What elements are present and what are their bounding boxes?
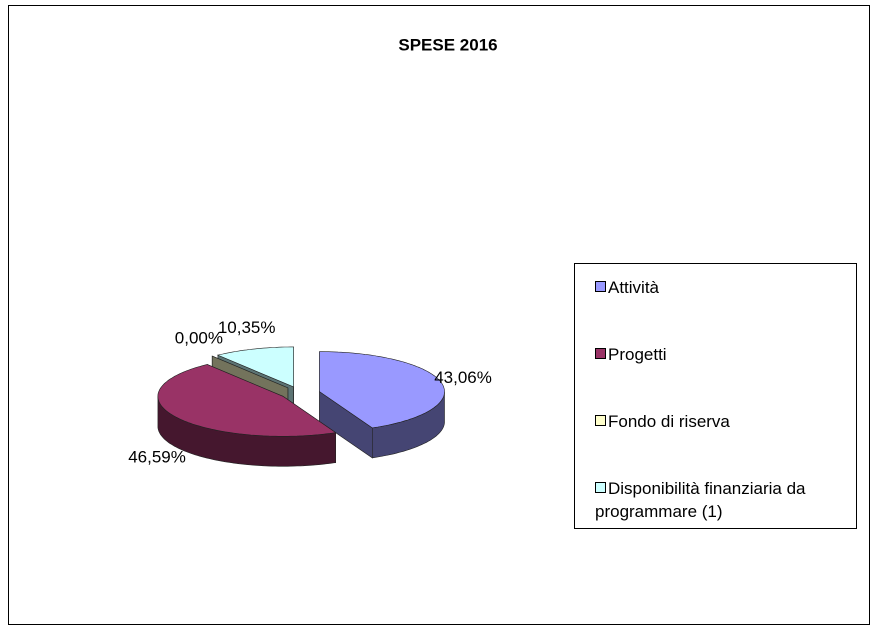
legend-label: Progetti [608, 345, 667, 364]
legend-swatch [595, 482, 606, 493]
legend: Attività Progetti Fondo di riserva Disponib… [574, 263, 857, 529]
legend-entry: Attività [595, 276, 850, 299]
data-label: 0,00% [175, 328, 223, 347]
legend-entry: Fondo di riserva [595, 410, 850, 433]
data-label: 43,06% [434, 368, 492, 387]
legend-swatch [595, 415, 606, 426]
slice [157, 364, 337, 437]
slice [216, 346, 294, 388]
data-label: 46,59% [128, 448, 186, 467]
legend-label: Fondo di riserva [608, 412, 730, 431]
slice [319, 351, 445, 429]
legend-entry: Progetti [595, 343, 850, 366]
data-label: 10,35% [218, 318, 276, 337]
legend-entry: Disponibilità finanziaria da programmare… [595, 477, 850, 523]
legend-swatch [595, 281, 606, 292]
legend-label: Attività [608, 278, 660, 297]
legend-swatch [595, 348, 606, 359]
legend-label: Disponibilità finanziaria da programmare… [595, 479, 806, 521]
chart-title: SPESE 2016 [398, 35, 497, 54]
slice-group [157, 364, 337, 467]
slice-group [319, 351, 445, 459]
